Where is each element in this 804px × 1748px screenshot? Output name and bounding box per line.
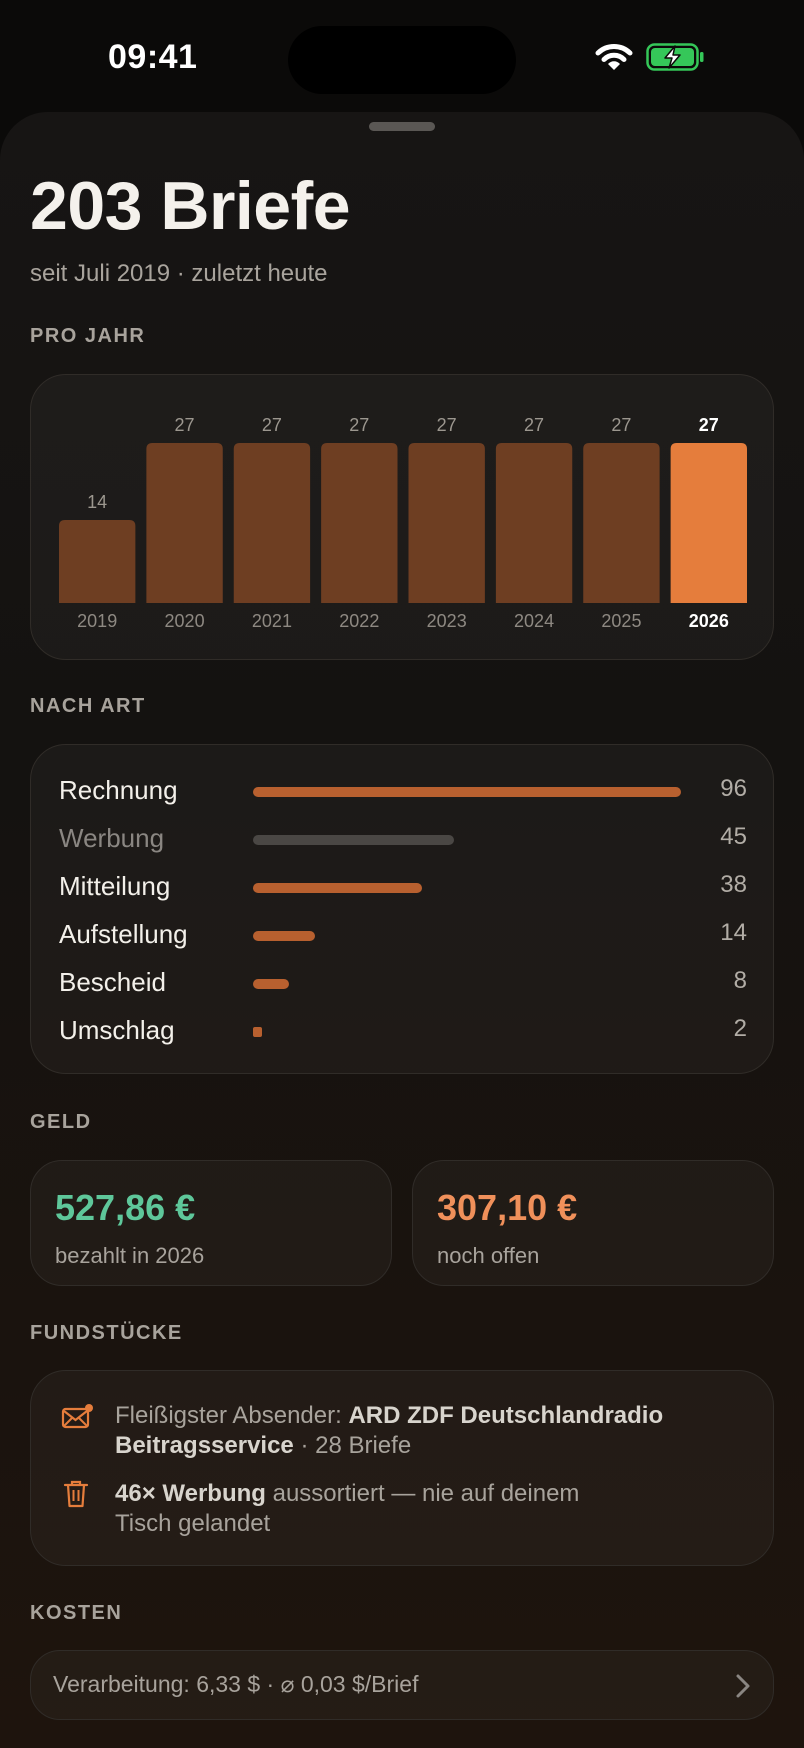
bar-2025[interactable] bbox=[583, 443, 660, 603]
bar-2023[interactable] bbox=[408, 443, 485, 603]
paid-amount: 527,86 € bbox=[55, 1187, 196, 1228]
x-tick-label-2026: 2026 bbox=[689, 611, 729, 631]
category-row[interactable]: Umschlag 2 bbox=[31, 1011, 775, 1051]
category-row[interactable]: Aufstellung 14 bbox=[31, 915, 775, 955]
x-tick-label-2024: 2024 bbox=[514, 611, 554, 631]
category-name: Mitteilung bbox=[59, 871, 171, 901]
status-bar: 09:41 bbox=[0, 0, 804, 110]
category-row[interactable]: Mitteilung 38 bbox=[31, 867, 775, 907]
top-sender-count: · 28 Briefe bbox=[293, 1432, 412, 1459]
open-amount: 307,10 € bbox=[437, 1187, 578, 1228]
top-sender-prefix: Fleißigster Absender: bbox=[115, 1402, 349, 1429]
chevron-right-icon bbox=[736, 1674, 750, 1698]
category-bar bbox=[253, 979, 289, 989]
year-bar-chart: 14 2019 27 2020 27 2021 27 2022 27 2023 27 2024 27 20… bbox=[59, 415, 747, 631]
open-label: noch offen bbox=[437, 1243, 540, 1268]
costs-text: Verarbeitung: 6,33 $ · ⌀ 0,03 $/Brief bbox=[53, 1671, 419, 1697]
x-tick-label-2025: 2025 bbox=[601, 611, 641, 631]
ads-rest: aussortiert — nie auf deinem Tisch gelan… bbox=[115, 1480, 580, 1537]
top-sender-text: Fleißigster Absender: ARD ZDF Deutschlan… bbox=[115, 1401, 735, 1461]
section-label-finds: FUNDSTÜCKE bbox=[30, 1322, 183, 1344]
bar-value-label-2020: 27 bbox=[175, 415, 195, 435]
bar-value-label-2025: 27 bbox=[611, 415, 631, 435]
battery-charging-icon bbox=[646, 43, 704, 71]
category-count: 45 bbox=[720, 823, 747, 850]
bar-2019[interactable] bbox=[59, 520, 136, 603]
bar-2020[interactable] bbox=[146, 443, 223, 603]
wifi-icon bbox=[595, 44, 633, 70]
paid-card[interactable]: 527,86 € bezahlt in 2026 bbox=[30, 1160, 392, 1286]
category-count: 14 bbox=[720, 919, 747, 946]
bar-value-label-2024: 27 bbox=[524, 415, 544, 435]
category-bar bbox=[253, 835, 454, 845]
dynamic-island bbox=[288, 26, 516, 94]
bar-2024[interactable] bbox=[495, 443, 573, 603]
status-time: 09:41 bbox=[108, 38, 198, 76]
category-name: Aufstellung bbox=[59, 919, 188, 949]
sheet-grabber[interactable] bbox=[369, 122, 435, 131]
category-row[interactable]: Werbung 45 bbox=[31, 819, 775, 859]
category-name: Bescheid bbox=[59, 967, 166, 997]
section-label-per-year: PRO JAHR bbox=[30, 325, 146, 347]
bar-value-label-2026: 27 bbox=[699, 415, 719, 435]
ads-filtered-text: 46× Werbung aussortiert — nie auf deinem… bbox=[115, 1479, 635, 1539]
section-label-by-type: NACH ART bbox=[30, 695, 146, 717]
ads-count: 46× Werbung bbox=[115, 1480, 266, 1507]
mail-badge-icon bbox=[61, 1404, 93, 1429]
bar-2026[interactable] bbox=[670, 443, 747, 603]
category-count: 38 bbox=[720, 871, 747, 898]
type-breakdown-card: Rechnung 96 Werbung 45 Mitteilung 38 Aufstellu… bbox=[30, 744, 774, 1074]
category-bar bbox=[253, 787, 681, 797]
bar-value-label-2019: 14 bbox=[87, 492, 107, 512]
bar-value-label-2022: 27 bbox=[349, 415, 369, 435]
x-tick-label-2022: 2022 bbox=[339, 611, 379, 631]
section-label-money: GELD bbox=[30, 1111, 92, 1133]
x-tick-label-2021: 2021 bbox=[252, 611, 292, 631]
category-bar bbox=[253, 931, 316, 941]
category-name: Rechnung bbox=[59, 775, 178, 805]
trash-icon bbox=[63, 1480, 89, 1508]
category-name: Werbung bbox=[59, 823, 165, 853]
category-bar bbox=[253, 883, 423, 893]
x-tick-label-2019: 2019 bbox=[77, 611, 117, 631]
page-subtitle: seit Juli 2019 · zuletzt heute bbox=[30, 260, 328, 287]
bar-value-label-2021: 27 bbox=[262, 415, 282, 435]
category-row[interactable]: Bescheid 8 bbox=[31, 963, 775, 1003]
bar-2021[interactable] bbox=[233, 443, 311, 603]
paid-label: bezahlt in 2026 bbox=[55, 1243, 205, 1268]
section-label-costs: KOSTEN bbox=[30, 1602, 123, 1624]
top-sender-name: ARD ZDF Deutschlandradio Beitragsservice bbox=[115, 1402, 664, 1459]
category-bar bbox=[253, 1027, 262, 1037]
category-count: 2 bbox=[733, 1015, 747, 1042]
category-row[interactable]: Rechnung 96 bbox=[31, 771, 775, 811]
open-card[interactable]: 307,10 € noch offen bbox=[412, 1160, 774, 1286]
stats-sheet: 203 Briefe seit Juli 2019 · zuletzt heut… bbox=[0, 112, 804, 1748]
category-count: 8 bbox=[733, 967, 747, 994]
bar-value-label-2023: 27 bbox=[437, 415, 457, 435]
costs-row[interactable]: Verarbeitung: 6,33 $ · ⌀ 0,03 $/Brief bbox=[30, 1650, 774, 1720]
x-tick-label-2023: 2023 bbox=[427, 611, 467, 631]
page-title: 203 Briefe bbox=[30, 168, 351, 244]
finds-card: Fleißigster Absender: ARD ZDF Deutschlan… bbox=[30, 1370, 774, 1566]
x-tick-label-2020: 2020 bbox=[165, 611, 205, 631]
category-name: Umschlag bbox=[59, 1015, 175, 1045]
category-count: 96 bbox=[720, 775, 747, 802]
bar-2022[interactable] bbox=[321, 443, 398, 603]
year-chart-card: 14 2019 27 2020 27 2021 27 2022 27 2023 27 2024 27 20… bbox=[30, 374, 774, 660]
